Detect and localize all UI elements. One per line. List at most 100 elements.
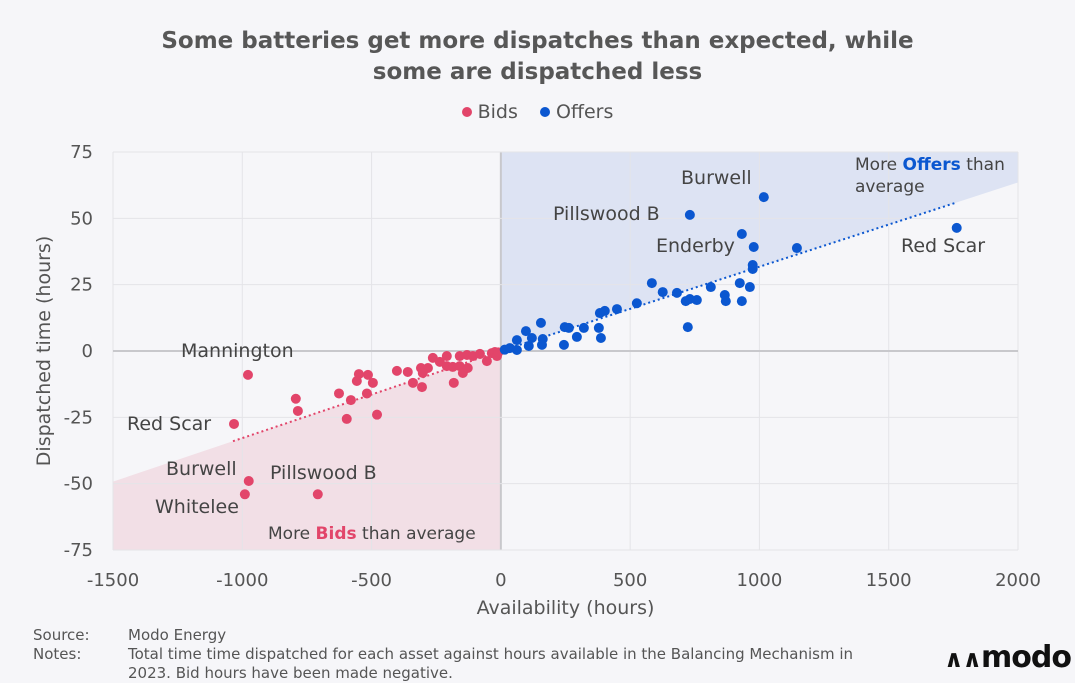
offers-region-label: More Offers than average: [855, 154, 1005, 198]
x-tick-label: -1500: [87, 570, 139, 591]
x-tick-label: 2000: [995, 570, 1041, 591]
bids-point: [448, 377, 459, 388]
y-tick-label: -50: [64, 474, 93, 495]
offers-point: [682, 322, 693, 333]
bids-point: [243, 476, 254, 487]
offers-point: [758, 192, 769, 203]
bids-point: [312, 489, 323, 500]
x-tick-label: 500: [613, 570, 647, 591]
label-bids-mannington: Mannington: [181, 340, 294, 362]
offers-point: [736, 296, 747, 307]
offers-point: [611, 304, 622, 315]
notes-label: Notes:: [33, 645, 82, 663]
bids-point: [407, 377, 418, 388]
notes-line-2: 2023. Bid hours have been made negative.: [128, 664, 453, 682]
bids-point: [441, 351, 452, 362]
bids-point: [372, 409, 383, 420]
chart-title: Some batteries get more dispatches than …: [0, 26, 1075, 88]
y-tick-label: 0: [82, 341, 93, 362]
label-offers-enderby: Enderby: [656, 235, 735, 257]
offers-point: [511, 344, 522, 355]
bids-region: [113, 351, 501, 550]
bids-point: [417, 368, 428, 379]
source-value: Modo Energy: [128, 626, 227, 644]
offers-point: [744, 282, 755, 293]
bids-point: [229, 418, 240, 429]
bids-point: [351, 375, 362, 386]
bids-region-pre: More: [268, 524, 316, 544]
legend: Bids Offers: [0, 101, 1075, 123]
bids-point: [341, 413, 352, 424]
bids-point: [242, 369, 253, 380]
offers-point: [520, 326, 531, 337]
legend-item-offers: Offers: [539, 101, 614, 123]
bids-point: [239, 489, 250, 500]
title-line-2: some are dispatched less: [372, 59, 703, 85]
offers-point: [599, 305, 610, 316]
y-tick-label: -25: [64, 407, 93, 428]
bids-marker-icon: [461, 106, 472, 117]
y-tick-label: 75: [70, 142, 93, 163]
bids-region-post: than average: [356, 524, 476, 544]
offers-point: [571, 331, 582, 342]
bids-point: [367, 377, 378, 388]
modo-logo: ∧∧modo: [944, 640, 1072, 675]
offers-point: [511, 335, 522, 346]
label-bids-pillswood-b: Pillswood B: [270, 462, 377, 484]
offers-point: [646, 278, 657, 289]
offers-point: [720, 296, 731, 307]
offers-region-bold: Offers: [902, 155, 961, 175]
logo-mark-icon: ∧∧: [944, 645, 982, 673]
y-tick-label: 50: [70, 208, 93, 229]
offers-point: [593, 322, 604, 333]
label-offers-pillswood-b: Pillswood B: [553, 203, 660, 225]
offers-point: [791, 243, 802, 254]
offers-point: [558, 339, 569, 350]
bids-point: [462, 362, 473, 373]
offers-point: [734, 278, 745, 289]
source-label: Source:: [33, 626, 90, 644]
offers-point: [684, 209, 695, 220]
title-line-1: Some batteries get more dispatches than …: [161, 28, 914, 54]
bids-region-label: More Bids than average: [268, 524, 476, 544]
bids-point: [416, 382, 427, 393]
bids-point: [402, 366, 413, 377]
label-bids-red-scar: Red Scar: [127, 413, 212, 435]
offers-point: [748, 241, 759, 252]
logo-text: modo: [980, 640, 1072, 675]
offers-point: [578, 322, 589, 333]
offers-point: [691, 295, 702, 306]
label-bids-burwell: Burwell: [166, 458, 237, 480]
bids-point: [481, 356, 492, 367]
legend-label-bids: Bids: [477, 101, 518, 123]
offers-point: [631, 298, 642, 309]
offers-point: [563, 322, 574, 333]
label-offers-red-scar: Red Scar: [901, 235, 986, 257]
offers-point: [951, 222, 962, 233]
label-offers-burwell: Burwell: [681, 167, 752, 189]
label-bids-whitelee: Whitelee: [155, 496, 239, 518]
offers-point: [535, 317, 546, 328]
x-tick-label: -1000: [216, 570, 268, 591]
bids-region-bold: Bids: [315, 524, 357, 544]
bids-point: [474, 348, 485, 359]
y-axis-label: Dispatched time (hours): [33, 236, 55, 466]
offers-region-line2: average: [855, 177, 925, 197]
legend-label-offers: Offers: [555, 101, 614, 123]
x-axis-label: Availability (hours): [477, 597, 655, 619]
offers-marker-icon: [539, 106, 550, 117]
bids-point: [292, 405, 303, 416]
x-tick-label: -500: [351, 570, 392, 591]
offers-region-pre: More: [855, 155, 903, 175]
bids-point: [290, 393, 301, 404]
offers-region-post: than: [960, 155, 1005, 175]
notes-line-1: Total time time dispatched for each asse…: [128, 645, 854, 663]
offers-point: [671, 287, 682, 298]
offers-point: [657, 287, 668, 298]
offers-point: [536, 339, 547, 350]
y-tick-label: 25: [70, 275, 93, 296]
x-tick-label: 1500: [866, 570, 912, 591]
bids-point: [333, 388, 344, 399]
x-tick-label: 0: [495, 570, 506, 591]
